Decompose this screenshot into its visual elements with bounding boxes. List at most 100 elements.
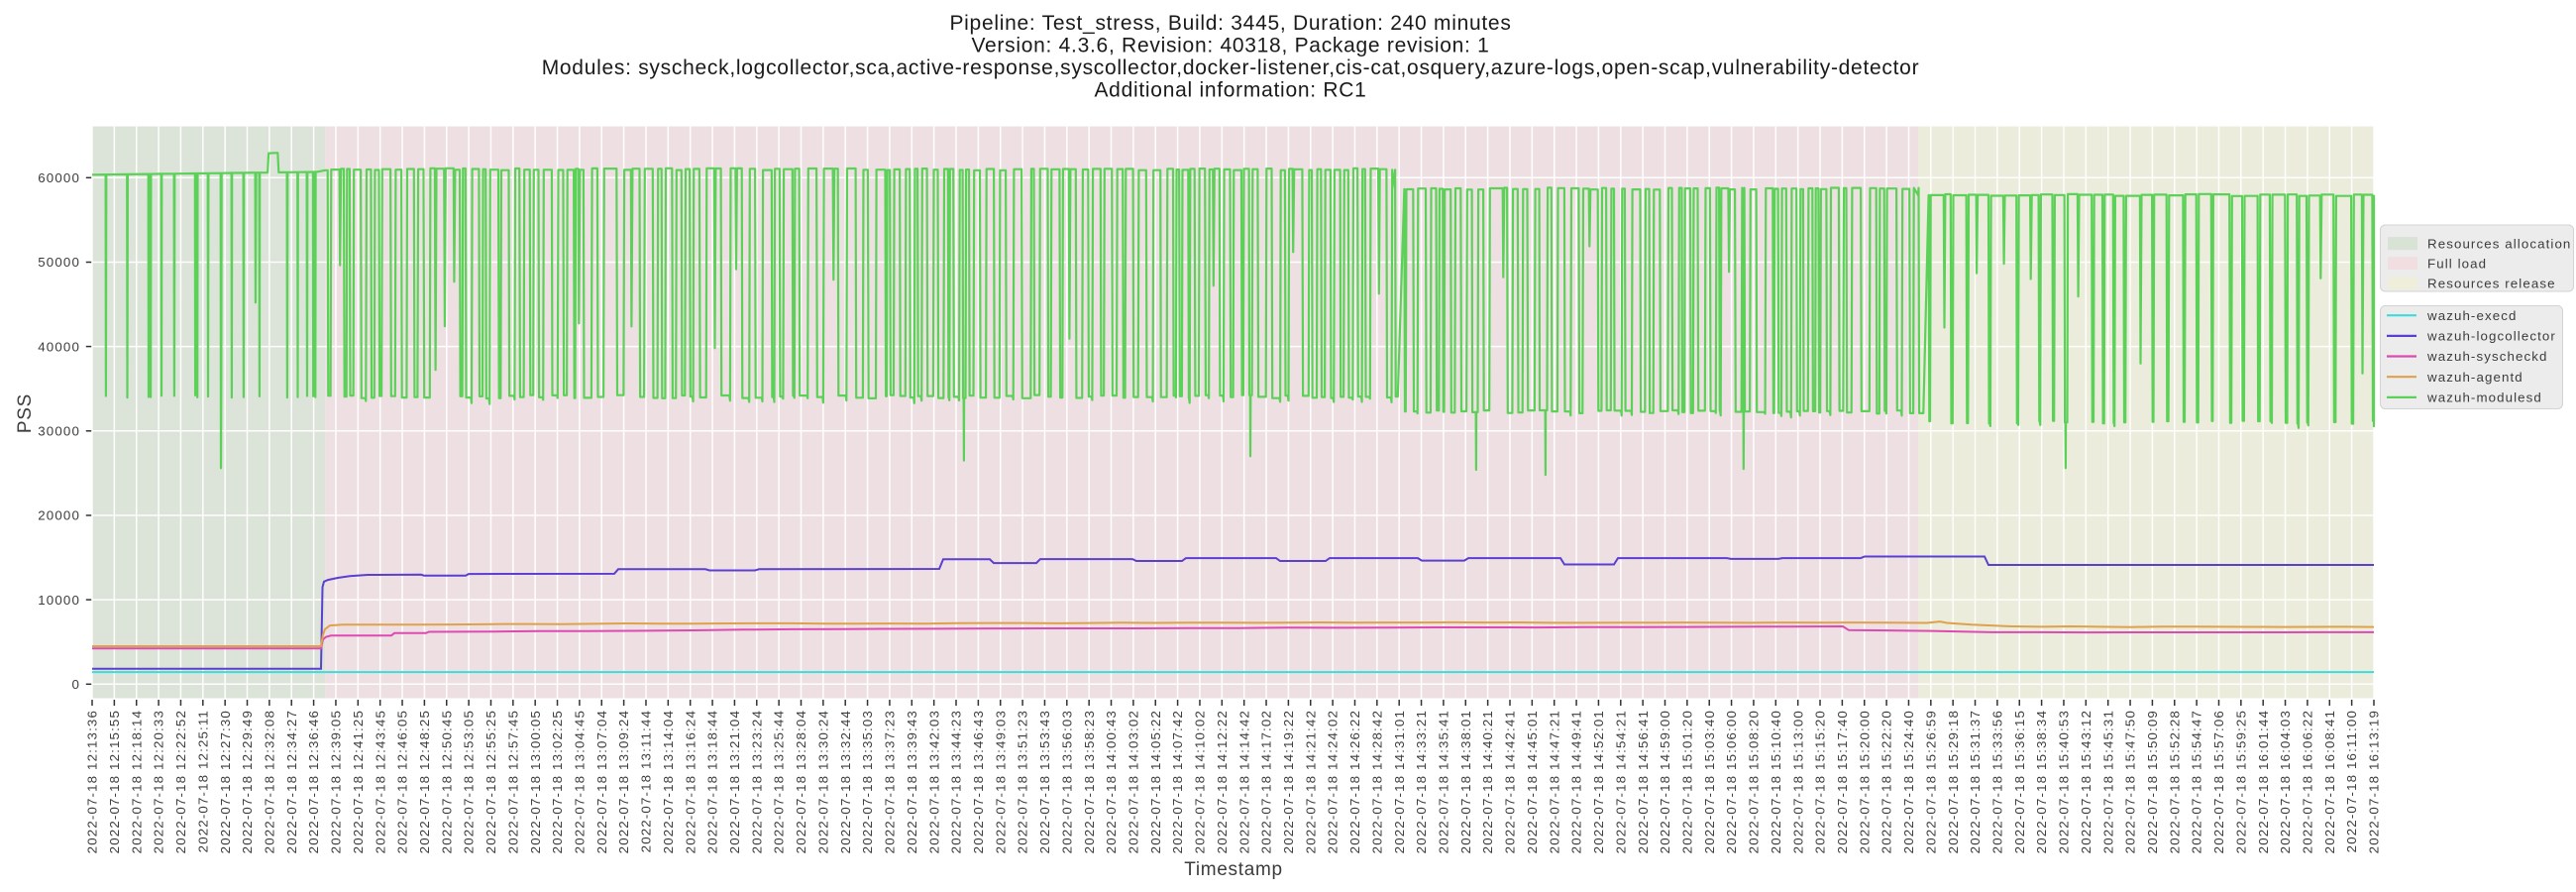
svg-text:2022-07-18 12:27:30: 2022-07-18 12:27:30 <box>218 710 233 853</box>
svg-text:2022-07-18 14:33:21: 2022-07-18 14:33:21 <box>1414 710 1429 853</box>
svg-text:2022-07-18 14:19:22: 2022-07-18 14:19:22 <box>1281 710 1296 853</box>
svg-text:2022-07-18 14:21:42: 2022-07-18 14:21:42 <box>1303 710 1318 853</box>
svg-text:2022-07-18 14:56:41: 2022-07-18 14:56:41 <box>1636 710 1651 853</box>
svg-text:2022-07-18 15:08:20: 2022-07-18 15:08:20 <box>1747 710 1762 853</box>
svg-text:2022-07-18 15:50:09: 2022-07-18 15:50:09 <box>2145 710 2160 853</box>
svg-text:Resources release: Resources release <box>2427 277 2556 291</box>
svg-text:2022-07-18 13:07:04: 2022-07-18 13:07:04 <box>594 710 609 853</box>
svg-text:2022-07-18 12:39:05: 2022-07-18 12:39:05 <box>329 710 344 853</box>
svg-text:2022-07-18 15:40:53: 2022-07-18 15:40:53 <box>2057 710 2072 853</box>
svg-text:2022-07-18 13:49:03: 2022-07-18 13:49:03 <box>993 710 1008 853</box>
svg-text:2022-07-18 12:15:55: 2022-07-18 12:15:55 <box>107 710 122 853</box>
svg-text:2022-07-18 12:32:08: 2022-07-18 12:32:08 <box>262 710 276 853</box>
svg-text:2022-07-18 12:53:05: 2022-07-18 12:53:05 <box>462 710 477 853</box>
svg-text:2022-07-18 13:56:03: 2022-07-18 13:56:03 <box>1059 710 1074 853</box>
svg-text:2022-07-18 15:31:37: 2022-07-18 15:31:37 <box>1968 710 1983 853</box>
svg-text:2022-07-18 12:55:25: 2022-07-18 12:55:25 <box>483 710 498 853</box>
svg-text:2022-07-18 14:07:42: 2022-07-18 14:07:42 <box>1170 710 1185 853</box>
svg-text:PSS: PSS <box>15 393 36 433</box>
svg-text:2022-07-18 12:29:49: 2022-07-18 12:29:49 <box>240 710 255 853</box>
svg-text:2022-07-18 12:57:45: 2022-07-18 12:57:45 <box>505 710 520 853</box>
svg-text:2022-07-18 13:11:44: 2022-07-18 13:11:44 <box>639 710 654 852</box>
svg-text:2022-07-18 12:18:14: 2022-07-18 12:18:14 <box>129 710 144 853</box>
svg-text:10000: 10000 <box>38 593 80 608</box>
svg-text:2022-07-18 15:54:47: 2022-07-18 15:54:47 <box>2190 710 2204 853</box>
svg-text:2022-07-18 14:24:02: 2022-07-18 14:24:02 <box>1326 710 1341 853</box>
svg-text:2022-07-18 15:06:00: 2022-07-18 15:06:00 <box>1724 710 1739 853</box>
svg-text:2022-07-18 14:49:41: 2022-07-18 14:49:41 <box>1569 710 1584 853</box>
svg-text:2022-07-18 13:23:24: 2022-07-18 13:23:24 <box>749 710 764 853</box>
svg-text:2022-07-18 16:04:03: 2022-07-18 16:04:03 <box>2278 710 2293 853</box>
svg-text:2022-07-18 14:00:43: 2022-07-18 14:00:43 <box>1104 710 1119 853</box>
svg-text:2022-07-18 13:00:05: 2022-07-18 13:00:05 <box>528 710 543 853</box>
svg-text:2022-07-18 12:48:25: 2022-07-18 12:48:25 <box>417 710 432 853</box>
svg-text:2022-07-18 15:15:20: 2022-07-18 15:15:20 <box>1813 710 1828 853</box>
svg-text:2022-07-18 16:06:22: 2022-07-18 16:06:22 <box>2301 710 2315 853</box>
svg-text:2022-07-18 13:09:24: 2022-07-18 13:09:24 <box>616 710 631 853</box>
svg-text:2022-07-18 13:35:03: 2022-07-18 13:35:03 <box>860 710 875 853</box>
svg-text:2022-07-18 14:26:22: 2022-07-18 14:26:22 <box>1347 710 1362 853</box>
svg-text:0: 0 <box>71 677 80 692</box>
svg-text:2022-07-18 13:02:25: 2022-07-18 13:02:25 <box>550 710 565 853</box>
svg-text:2022-07-18 15:43:12: 2022-07-18 15:43:12 <box>2079 710 2093 853</box>
svg-text:2022-07-18 14:28:42: 2022-07-18 14:28:42 <box>1369 710 1384 853</box>
svg-text:2022-07-18 13:18:44: 2022-07-18 13:18:44 <box>705 710 720 853</box>
svg-text:2022-07-18 12:22:52: 2022-07-18 12:22:52 <box>173 710 188 853</box>
svg-text:Full load: Full load <box>2427 256 2487 271</box>
svg-text:2022-07-18 12:41:25: 2022-07-18 12:41:25 <box>351 710 366 853</box>
svg-text:2022-07-18 15:59:25: 2022-07-18 15:59:25 <box>2233 710 2248 853</box>
svg-text:Pipeline: Test_stress, Build:: Pipeline: Test_stress, Build: 3445, Dura… <box>949 12 1511 35</box>
svg-text:2022-07-18 14:40:21: 2022-07-18 14:40:21 <box>1480 710 1495 853</box>
svg-text:2022-07-18 13:21:04: 2022-07-18 13:21:04 <box>727 710 742 853</box>
svg-text:2022-07-18 15:33:56: 2022-07-18 15:33:56 <box>1989 710 2004 853</box>
svg-text:2022-07-18 14:47:21: 2022-07-18 14:47:21 <box>1547 710 1561 853</box>
svg-text:2022-07-18 15:57:06: 2022-07-18 15:57:06 <box>2211 710 2226 853</box>
svg-text:2022-07-18 13:42:03: 2022-07-18 13:42:03 <box>926 710 941 853</box>
svg-text:2022-07-18 15:38:34: 2022-07-18 15:38:34 <box>2034 710 2049 853</box>
svg-text:2022-07-18 15:17:40: 2022-07-18 15:17:40 <box>1835 710 1850 853</box>
svg-text:2022-07-18 14:14:42: 2022-07-18 14:14:42 <box>1236 710 1251 853</box>
svg-text:2022-07-18 14:54:21: 2022-07-18 14:54:21 <box>1613 710 1628 853</box>
svg-text:2022-07-18 15:26:59: 2022-07-18 15:26:59 <box>1923 710 1938 853</box>
svg-text:2022-07-18 14:05:22: 2022-07-18 14:05:22 <box>1148 710 1163 853</box>
svg-text:2022-07-18 15:24:40: 2022-07-18 15:24:40 <box>1901 710 1916 853</box>
svg-text:2022-07-18 16:13:19: 2022-07-18 16:13:19 <box>2367 710 2382 853</box>
svg-text:2022-07-18 13:58:23: 2022-07-18 13:58:23 <box>1082 710 1097 853</box>
svg-text:2022-07-18 13:28:04: 2022-07-18 13:28:04 <box>794 710 808 853</box>
svg-text:2022-07-18 15:10:40: 2022-07-18 15:10:40 <box>1769 710 1783 853</box>
svg-text:2022-07-18 13:16:24: 2022-07-18 13:16:24 <box>683 710 698 853</box>
svg-text:2022-07-18 16:11:00: 2022-07-18 16:11:00 <box>2344 710 2359 852</box>
svg-text:2022-07-18 13:53:43: 2022-07-18 13:53:43 <box>1037 710 1052 853</box>
svg-text:2022-07-18 12:46:05: 2022-07-18 12:46:05 <box>395 710 410 853</box>
svg-text:2022-07-18 14:42:41: 2022-07-18 14:42:41 <box>1503 710 1518 853</box>
svg-text:20000: 20000 <box>38 508 80 523</box>
svg-text:2022-07-18 15:45:31: 2022-07-18 15:45:31 <box>2100 710 2115 853</box>
svg-text:2022-07-18 16:01:44: 2022-07-18 16:01:44 <box>2256 710 2271 853</box>
svg-text:2022-07-18 15:13:00: 2022-07-18 15:13:00 <box>1790 710 1805 853</box>
svg-text:2022-07-18 12:43:45: 2022-07-18 12:43:45 <box>373 710 387 853</box>
svg-text:2022-07-18 14:17:02: 2022-07-18 14:17:02 <box>1259 710 1274 853</box>
svg-text:Timestamp: Timestamp <box>1184 859 1283 880</box>
svg-text:2022-07-18 13:37:23: 2022-07-18 13:37:23 <box>883 710 898 853</box>
svg-text:2022-07-18 12:50:45: 2022-07-18 12:50:45 <box>439 710 454 853</box>
svg-text:40000: 40000 <box>38 339 80 354</box>
svg-text:2022-07-18 13:39:43: 2022-07-18 13:39:43 <box>905 710 919 853</box>
svg-text:2022-07-18 15:52:28: 2022-07-18 15:52:28 <box>2167 710 2182 853</box>
svg-text:2022-07-18 14:12:22: 2022-07-18 14:12:22 <box>1215 710 1230 853</box>
svg-text:wazuh-syscheckd: wazuh-syscheckd <box>2426 349 2547 364</box>
svg-text:2022-07-18 13:14:04: 2022-07-18 13:14:04 <box>661 710 676 853</box>
svg-text:2022-07-18 13:32:44: 2022-07-18 13:32:44 <box>838 710 853 853</box>
svg-text:2022-07-18 12:13:36: 2022-07-18 12:13:36 <box>85 710 100 853</box>
svg-text:30000: 30000 <box>38 424 80 439</box>
svg-text:2022-07-18 14:35:41: 2022-07-18 14:35:41 <box>1437 710 1451 853</box>
svg-text:2022-07-18 12:20:33: 2022-07-18 12:20:33 <box>152 710 166 853</box>
svg-text:2022-07-18 14:59:00: 2022-07-18 14:59:00 <box>1658 710 1672 853</box>
svg-text:2022-07-18 14:38:01: 2022-07-18 14:38:01 <box>1458 710 1473 853</box>
svg-text:Resources allocation: Resources allocation <box>2427 236 2571 251</box>
svg-text:2022-07-18 14:31:01: 2022-07-18 14:31:01 <box>1392 710 1407 853</box>
svg-text:2022-07-18 15:20:00: 2022-07-18 15:20:00 <box>1857 710 1872 853</box>
svg-text:2022-07-18 15:01:20: 2022-07-18 15:01:20 <box>1679 710 1694 853</box>
svg-text:2022-07-18 15:47:50: 2022-07-18 15:47:50 <box>2123 710 2138 853</box>
svg-text:wazuh-modulesd: wazuh-modulesd <box>2426 390 2542 405</box>
svg-text:2022-07-18 13:44:23: 2022-07-18 13:44:23 <box>949 710 964 853</box>
